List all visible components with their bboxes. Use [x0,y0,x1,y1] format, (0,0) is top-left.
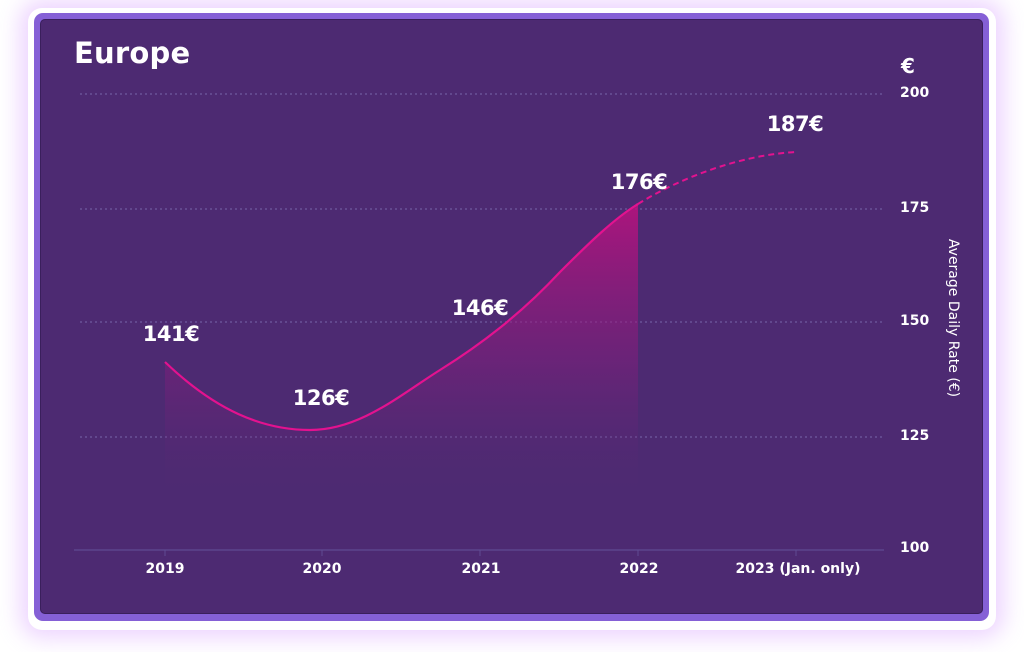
chart-title: Europe [74,36,191,70]
y-axis-label: Average Daily Rate (€) [945,238,961,398]
y-tick-100: 100 [900,540,930,556]
x-tick-2021: 2021 [461,561,501,577]
data-label-2021: 146€ [451,296,509,320]
y-tick-125: 125 [900,428,930,444]
y-tick-175: 175 [900,200,930,216]
x-axis-ticks [164,550,797,556]
rate-line [164,203,639,432]
data-label-2022: 176€ [610,170,668,194]
x-tick-2019: 2019 [145,561,185,577]
data-label-2020: 126€ [292,386,350,410]
x-tick-2023: 2023 (Jan. only) [735,561,861,577]
rate-line-projection [637,151,797,205]
y-tick-150: 150 [900,313,930,329]
x-tick-2022: 2022 [619,561,659,577]
x-tick-2020: 2020 [302,561,342,577]
area-fill [165,204,638,550]
y-tick-200: 200 [900,85,930,101]
y-axis-unit: € [901,54,915,78]
data-label-2019: 141€ [142,322,200,346]
data-label-2023: 187€ [766,112,824,136]
